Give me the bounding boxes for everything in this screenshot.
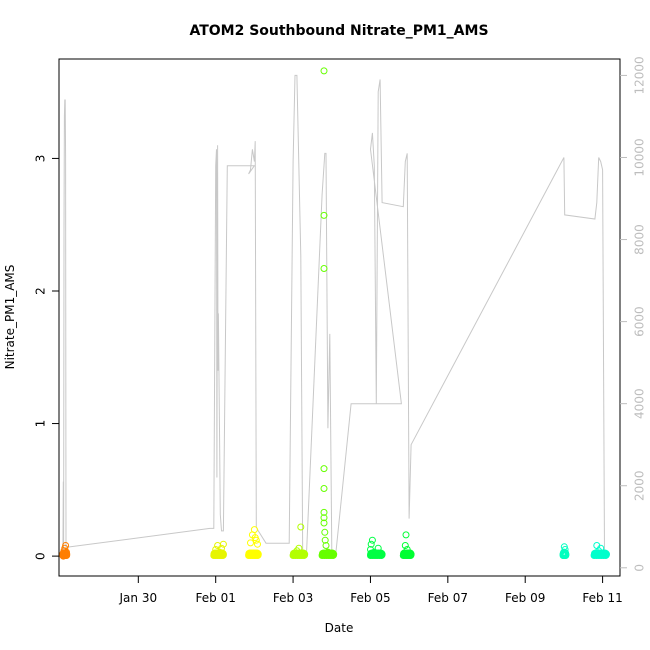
data-point (320, 514, 328, 522)
data-point (295, 544, 303, 552)
data-point (252, 536, 260, 544)
data-point (299, 551, 307, 559)
data-point (330, 550, 338, 558)
data-point (378, 550, 386, 558)
data-point (402, 531, 410, 539)
right-y-tick-label: 0 (633, 564, 647, 572)
x-tick-label: Feb 11 (582, 591, 622, 605)
data-point (603, 550, 610, 558)
data-point (374, 544, 382, 552)
y-tick-label: 0 (34, 552, 48, 560)
right-y-tick-label: 4000 (633, 388, 647, 419)
series-8 (559, 543, 570, 559)
series-6 (367, 536, 386, 559)
data-point (254, 540, 261, 548)
y-tick-label: 1 (34, 420, 48, 428)
right-y-tick-label: 12000 (633, 56, 647, 94)
data-point (320, 265, 328, 272)
data-point (321, 528, 329, 536)
x-tick-label: Jan 30 (119, 591, 158, 605)
data-point (370, 548, 378, 556)
data-point (367, 540, 375, 548)
data-point (320, 211, 328, 219)
data-point (219, 540, 227, 548)
series-1 (59, 542, 71, 560)
data-point (254, 550, 262, 558)
right-y-tick-label: 10000 (633, 138, 647, 176)
data-point (62, 548, 70, 556)
data-point (368, 536, 376, 544)
data-point (320, 508, 328, 516)
data-point (62, 542, 70, 549)
data-point (599, 550, 607, 557)
x-tick-label: Feb 01 (196, 591, 236, 605)
series-4 (289, 523, 309, 559)
data-point (320, 519, 328, 527)
data-point (403, 546, 411, 553)
data-point (405, 550, 413, 557)
x-tick-label: Feb 03 (273, 591, 313, 605)
y-axis: 0 1 2 3 (34, 155, 59, 560)
data-point (562, 550, 570, 558)
right-y-tick-label: 6000 (633, 306, 647, 337)
series-5 (318, 67, 338, 559)
x-axis: Jan 30 Feb 01 Feb 03 Feb 05 Feb 07 Feb 09 Feb … (119, 576, 623, 605)
series-7 (399, 531, 415, 559)
right-y-axis: 0 2000 4000 6000 8000 10000 12000 (620, 56, 647, 572)
altitude-line-layer (62, 74, 605, 560)
data-point (321, 536, 329, 544)
data-point (297, 523, 305, 531)
series-3 (245, 526, 262, 559)
data-point (324, 548, 332, 556)
y-tick-label: 3 (34, 155, 48, 163)
data-point (250, 526, 258, 534)
y-axis-label: Nitrate_PM1_AMS (3, 265, 17, 370)
data-point (561, 546, 569, 553)
altitude-line (62, 74, 605, 560)
right-y-tick-label: 8000 (633, 224, 647, 255)
data-point (320, 67, 328, 75)
x-tick-label: Feb 05 (350, 591, 390, 605)
x-tick-label: Feb 07 (428, 591, 468, 605)
x-axis-label: Date (325, 621, 354, 635)
plot-frame (58, 58, 621, 577)
data-point (322, 542, 330, 549)
data-point (219, 550, 227, 558)
series-2 (210, 540, 227, 559)
series-9 (590, 542, 610, 559)
y-tick-label: 2 (34, 287, 48, 295)
data-point (320, 465, 328, 473)
right-y-tick-label: 2000 (633, 470, 647, 501)
chart-title: ATOM2 Southbound Nitrate_PM1_AMS (189, 23, 488, 39)
points-layer (59, 67, 610, 560)
data-point (247, 539, 254, 547)
data-point (216, 548, 224, 556)
data-point (401, 542, 409, 549)
data-point (320, 485, 328, 492)
x-tick-label: Feb 09 (505, 591, 545, 605)
data-point (218, 544, 225, 552)
